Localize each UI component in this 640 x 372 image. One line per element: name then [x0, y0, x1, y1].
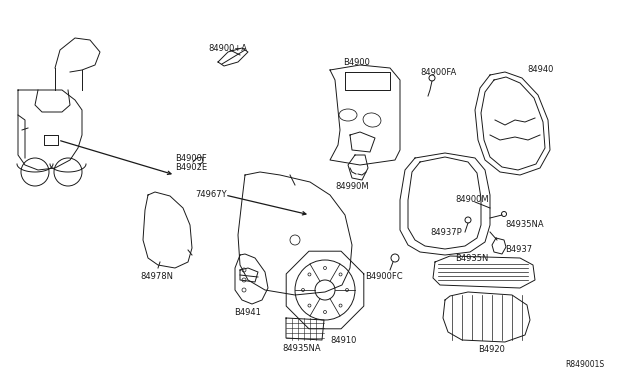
Text: B4920: B4920 [478, 345, 505, 354]
Text: B4941: B4941 [234, 308, 261, 317]
Text: 84910: 84910 [330, 336, 356, 345]
Text: 84940: 84940 [527, 65, 554, 74]
Text: R849001S: R849001S [565, 360, 604, 369]
Text: 84900FA: 84900FA [420, 68, 456, 77]
Text: B4900: B4900 [343, 58, 370, 67]
Text: B4902E: B4902E [175, 163, 207, 172]
Text: 84978N: 84978N [140, 272, 173, 281]
Text: B4935N: B4935N [455, 254, 488, 263]
Text: 74967Y: 74967Y [195, 190, 227, 199]
Text: B4937: B4937 [505, 245, 532, 254]
Text: B4900FC: B4900FC [365, 272, 403, 281]
Text: 84935NA: 84935NA [282, 344, 321, 353]
Text: 84935NA: 84935NA [505, 220, 543, 229]
Text: 84900M: 84900M [455, 195, 488, 204]
Text: B4900F: B4900F [175, 154, 207, 163]
Text: 84990M: 84990M [335, 182, 369, 191]
Text: 84937P: 84937P [430, 228, 461, 237]
Text: 84900+A: 84900+A [208, 44, 247, 53]
